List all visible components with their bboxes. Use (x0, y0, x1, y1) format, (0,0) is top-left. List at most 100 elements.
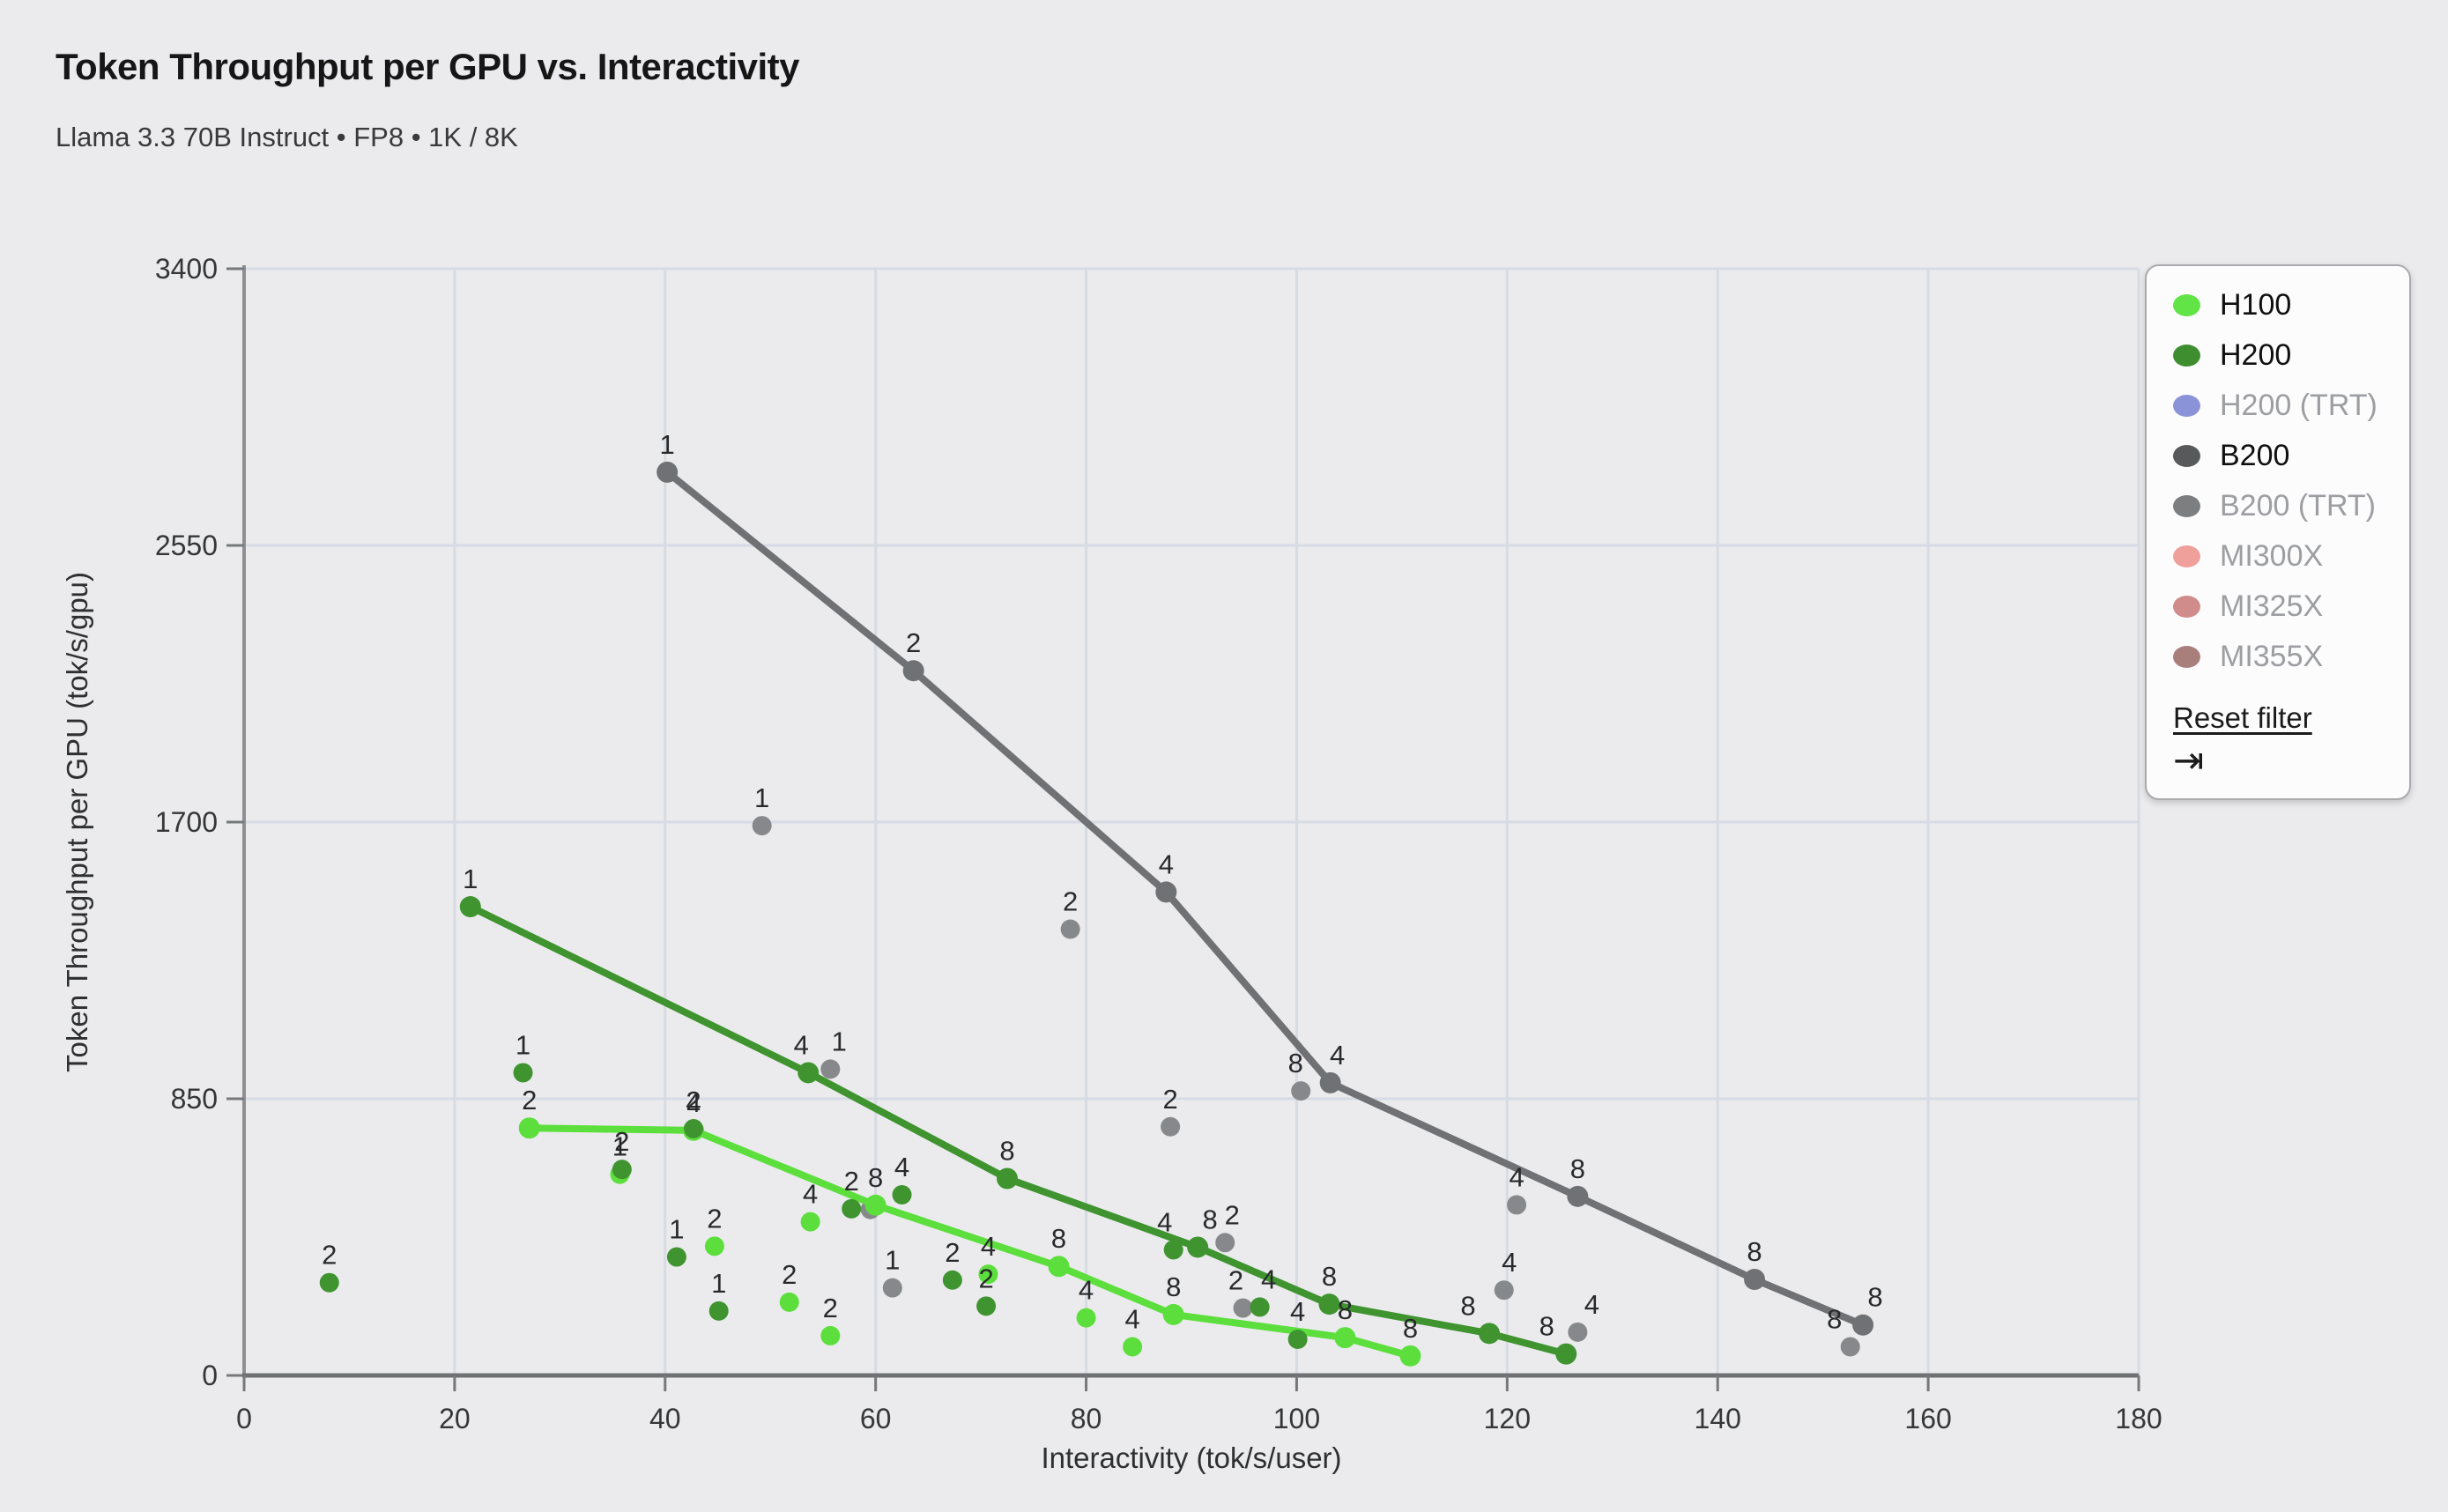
point-label: 8 (1747, 1236, 1762, 1267)
point-label: 1 (669, 1214, 684, 1245)
point-label: 1 (660, 429, 675, 460)
point-label: 2 (1228, 1265, 1243, 1296)
point-label: 8 (1570, 1153, 1585, 1184)
point-label: 8 (1403, 1313, 1418, 1344)
x-tick-label: 0 (236, 1403, 252, 1434)
scatter-point-h200-tp1 (666, 1247, 686, 1267)
y-tick-label: 2550 (155, 530, 218, 561)
y-tick-label: 850 (171, 1083, 218, 1115)
scatter-point-h200-tp4 (1287, 1329, 1308, 1349)
x-axis: 0 20 40 60 80 100 120 140 160 180 (236, 1373, 2162, 1434)
legend-item-mi325x[interactable]: MI325X (2173, 582, 2383, 632)
scatter-point-b200-tp4 (1507, 1195, 1527, 1215)
scatter-point-b200-tp8 (1291, 1081, 1311, 1101)
x-tick-label: 180 (2115, 1403, 2162, 1434)
x-tick-label: 100 (1273, 1403, 1320, 1434)
line-point-h100-tp8 (1399, 1345, 1421, 1367)
point-label: 1 (754, 782, 769, 813)
line-point-h100-tp8 (1162, 1303, 1184, 1325)
legend-card: H100 H200 H200 (TRT) B200 B200 (TRT) MI3… (2145, 264, 2411, 800)
point-label: 4 (1261, 1264, 1276, 1294)
line-point-h100-tp8 (864, 1194, 886, 1216)
scatter-point-b200-tp4 (1494, 1280, 1514, 1301)
scatter-point-h200-tp2 (942, 1270, 962, 1290)
collapse-legend-icon[interactable]: ⇥ (2173, 738, 2205, 782)
y-axis: 0 850 1700 2550 3400 (155, 253, 246, 1391)
legend-item-h200[interactable]: H200 (2173, 330, 2383, 381)
line-point-h200-tp8 (1318, 1293, 1340, 1316)
reset-filter-link[interactable]: Reset filter (2173, 701, 2312, 734)
point-label: 4 (1079, 1275, 1094, 1306)
scatter-point-h200-tp4 (1250, 1297, 1270, 1317)
legend-swatch-b200 (2173, 445, 2200, 467)
scatter-point-b200-tp4 (1568, 1322, 1588, 1342)
point-label: 8 (1827, 1303, 1842, 1334)
legend-swatch-h100 (2173, 294, 2200, 316)
point-label: 4 (1584, 1289, 1599, 1320)
x-tick-label: 20 (439, 1403, 471, 1434)
point-label: 2 (614, 1126, 629, 1157)
scatter-point-h100-tp4 (978, 1264, 998, 1285)
scatter-point-h100-tp4 (1076, 1308, 1096, 1328)
scatter-point-h200-tp2 (612, 1160, 632, 1180)
point-label: 2 (322, 1240, 337, 1271)
line-point-h200-tp4 (797, 1062, 820, 1084)
scatter-point-b200-tp1 (752, 816, 772, 836)
scatter-point-h100-tp2 (779, 1292, 799, 1312)
line-point-h200-tp8 (996, 1167, 1018, 1190)
scatter-point-h200-tp4 (1163, 1240, 1183, 1260)
line-point-b200-tp8 (1744, 1269, 1766, 1291)
point-label: 4 (803, 1179, 818, 1210)
point-label: 2 (844, 1166, 859, 1197)
y-tick-label: 1700 (155, 806, 218, 838)
x-tick-label: 60 (860, 1403, 892, 1434)
line-point-h200-tp1 (459, 896, 481, 918)
point-label: 1 (612, 1131, 627, 1162)
legend-item-h200-trt[interactable]: H200 (TRT) (2173, 381, 2383, 431)
point-label: 2 (906, 627, 921, 658)
x-tick-label: 120 (1484, 1403, 1531, 1434)
point-label: 8 (1166, 1271, 1181, 1302)
line-point-h100-tp2 (518, 1117, 540, 1139)
legend-item-h100[interactable]: H100 (2173, 280, 2383, 330)
point-label: 8 (1539, 1311, 1554, 1342)
legend-swatch-b200-trt (2173, 495, 2200, 517)
scatter-point-b200-tp1 (820, 1059, 841, 1079)
legend-item-mi355x[interactable]: MI355X (2173, 632, 2383, 682)
point-label: 8 (1051, 1223, 1066, 1254)
point-label: 8 (1203, 1204, 1218, 1234)
legend-item-b200[interactable]: B200 (2173, 431, 2383, 481)
line-point-b200-tp8 (1567, 1185, 1589, 1207)
scatter-point-h200-tp2 (684, 1118, 704, 1138)
point-label: 2 (782, 1259, 797, 1290)
line-point-h200-tp8 (1479, 1323, 1501, 1345)
line-point-h100-tp8 (1334, 1327, 1356, 1349)
point-label: 8 (1460, 1290, 1475, 1321)
line-point-h200-tp8 (1555, 1343, 1577, 1365)
point-label: 8 (1867, 1282, 1882, 1313)
point-label: 4 (1124, 1303, 1139, 1334)
line-point-b200-tp8 (1852, 1314, 1874, 1336)
point-label: 8 (1338, 1294, 1353, 1325)
point-label: 2 (945, 1237, 960, 1268)
legend-item-mi300x[interactable]: MI300X (2173, 531, 2383, 582)
legend-swatch-mi325x (2173, 596, 2200, 618)
scatter-point-h100-tp4 (1123, 1337, 1143, 1357)
legend-item-b200-trt[interactable]: B200 (TRT) (2173, 481, 2383, 531)
point-label: 8 (999, 1136, 1014, 1167)
series-b200[interactable] (657, 461, 1874, 1357)
legend-swatch-mi355x (2173, 646, 2200, 668)
page-title: Token Throughput per GPU vs. Interactivi… (56, 46, 800, 87)
scatter-point-b200-tp1 (882, 1278, 902, 1298)
point-label: 2 (978, 1263, 993, 1293)
scatter-point-h200-tp1 (708, 1301, 729, 1321)
point-label: 2 (707, 1203, 722, 1234)
point-label: 2 (823, 1293, 838, 1323)
line-point-h100-tp8 (1048, 1256, 1070, 1278)
point-label: 1 (463, 863, 478, 894)
point-label: 2 (686, 1086, 701, 1116)
series-h200[interactable] (319, 896, 1577, 1365)
y-tick-label: 0 (202, 1360, 218, 1391)
point-label: 1 (832, 1026, 847, 1056)
